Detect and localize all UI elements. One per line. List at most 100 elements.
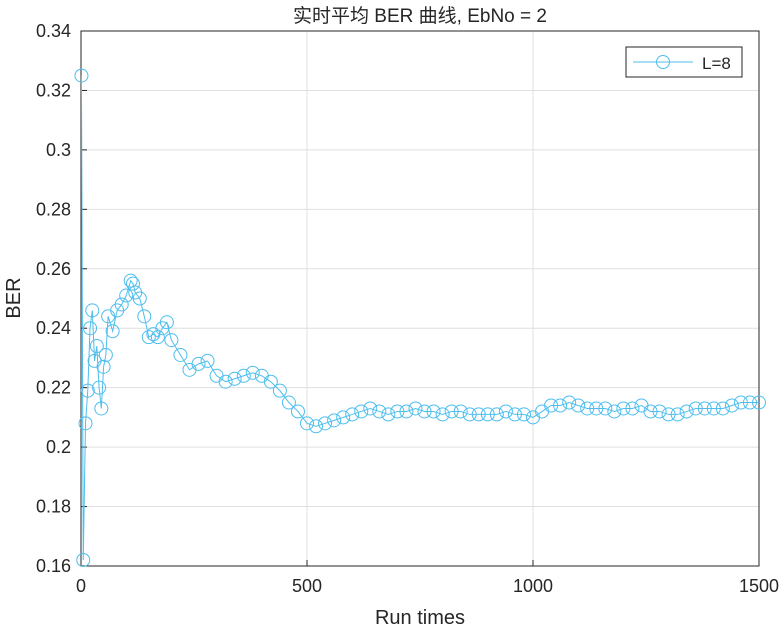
data-point xyxy=(141,330,156,345)
data-point xyxy=(218,374,233,389)
legend: L=8 xyxy=(625,46,743,78)
data-point xyxy=(724,398,739,413)
data-point xyxy=(125,276,140,291)
data-point xyxy=(309,419,324,434)
data-point xyxy=(381,407,396,422)
data-point xyxy=(399,404,414,419)
data-point xyxy=(372,404,387,419)
data-point xyxy=(123,273,138,288)
x-tick-label: 1500 xyxy=(739,576,779,596)
data-point xyxy=(489,407,504,422)
data-point xyxy=(336,410,351,425)
y-tick-label: 0.3 xyxy=(46,140,71,160)
data-point xyxy=(733,395,748,410)
y-tick-label: 0.16 xyxy=(36,556,71,576)
data-point xyxy=(318,416,333,431)
y-tick-label: 0.26 xyxy=(36,259,71,279)
data-point xyxy=(92,380,107,395)
data-point xyxy=(544,398,559,413)
data-point xyxy=(76,553,91,568)
data-point xyxy=(137,309,152,324)
data-point xyxy=(119,288,134,303)
data-point xyxy=(96,359,111,374)
data-point xyxy=(272,383,287,398)
data-point xyxy=(715,401,730,416)
data-point xyxy=(354,404,369,419)
data-point xyxy=(670,407,685,422)
axes-box xyxy=(80,30,760,567)
data-point xyxy=(598,401,613,416)
data-point xyxy=(643,404,658,419)
data-point xyxy=(191,356,206,371)
data-point xyxy=(80,383,95,398)
data-point xyxy=(471,407,486,422)
legend-marker xyxy=(656,55,670,69)
y-tick-label: 0.34 xyxy=(36,21,71,41)
data-point xyxy=(281,395,296,410)
data-point xyxy=(300,416,314,431)
grid xyxy=(80,30,760,567)
data-point xyxy=(444,404,459,419)
data-point xyxy=(83,321,98,336)
data-point xyxy=(263,374,278,389)
data-point xyxy=(98,347,113,362)
data-point xyxy=(571,398,586,413)
data-point xyxy=(580,401,595,416)
data-point xyxy=(245,365,260,380)
data-point xyxy=(150,330,165,345)
data-point xyxy=(94,401,109,416)
data-point xyxy=(426,404,441,419)
data-point xyxy=(363,401,378,416)
data-point xyxy=(589,401,604,416)
data-point xyxy=(498,404,513,419)
data-point xyxy=(652,404,667,419)
data-point xyxy=(435,407,450,422)
x-tick-label: 500 xyxy=(292,576,322,596)
data-point xyxy=(742,395,757,410)
data-point xyxy=(453,404,468,419)
data-point xyxy=(752,395,766,410)
data-point xyxy=(105,324,120,339)
y-axis-label: BER xyxy=(3,277,25,318)
data-point xyxy=(706,401,721,416)
x-axis-label: Run times xyxy=(375,607,465,628)
data-point xyxy=(688,401,703,416)
data-point xyxy=(616,401,631,416)
data-point xyxy=(132,291,147,306)
y-tick-label: 0.24 xyxy=(36,318,71,338)
data-point xyxy=(607,404,622,419)
x-tick-label: 0 xyxy=(76,576,86,596)
data-point xyxy=(78,416,93,431)
ticks: 0 500 1000 1500 0.16 0.18 0.2 0.22 0.24 0.26 0.28 0… xyxy=(36,21,779,596)
y-tick-label: 0.18 xyxy=(36,497,71,517)
data-point xyxy=(89,339,104,354)
series-line xyxy=(80,75,759,561)
data-point xyxy=(327,413,342,428)
data-point xyxy=(200,353,215,368)
data-point xyxy=(114,297,129,312)
data-point xyxy=(697,401,712,416)
data-point xyxy=(625,401,640,416)
data-point xyxy=(236,368,251,383)
series-layer xyxy=(74,68,766,568)
x-tick-label: 1000 xyxy=(513,576,553,596)
data-point xyxy=(480,407,495,422)
data-point xyxy=(159,315,174,330)
chart-title: 实时平均 BER 曲线, EbNo = 2 xyxy=(293,5,547,27)
y-tick-label: 0.28 xyxy=(36,199,71,219)
data-point xyxy=(562,395,577,410)
data-point xyxy=(173,347,188,362)
data-point xyxy=(462,407,477,422)
data-point xyxy=(553,398,568,413)
data-point xyxy=(507,407,522,422)
data-point xyxy=(417,404,432,419)
data-point xyxy=(164,333,179,348)
y-tick-label: 0.2 xyxy=(46,437,71,457)
data-point xyxy=(390,404,405,419)
y-tick-label: 0.22 xyxy=(36,378,71,398)
data-point xyxy=(516,407,531,422)
data-point xyxy=(227,371,242,386)
data-point xyxy=(679,404,694,419)
y-tick-label: 0.32 xyxy=(36,80,71,100)
